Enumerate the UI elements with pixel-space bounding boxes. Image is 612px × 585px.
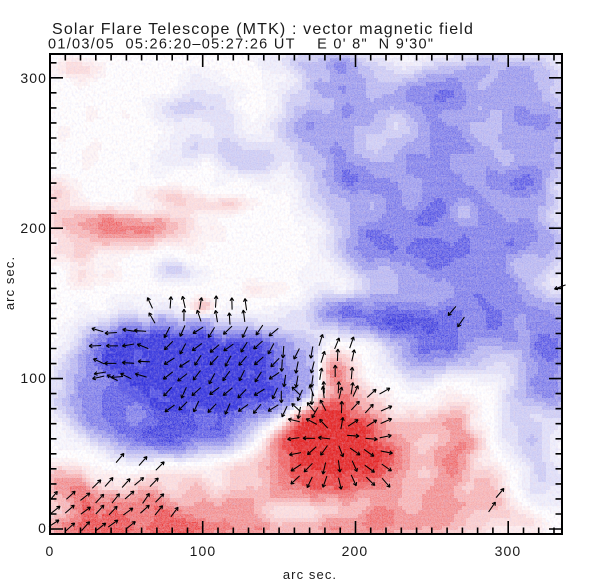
svg-text:200: 200	[342, 543, 369, 559]
svg-text:100: 100	[20, 370, 47, 386]
svg-text:01/03/05 05:26:20–05:27:26 UT: 01/03/05 05:26:20–05:27:26 UT E 0' 8" N …	[48, 37, 434, 53]
svg-text:Solar Flare Telescope (MTK) :: Solar Flare Telescope (MTK) : vector mag…	[52, 21, 474, 38]
svg-text:300: 300	[495, 543, 522, 559]
svg-text:100: 100	[190, 543, 217, 559]
svg-text:0: 0	[46, 543, 55, 559]
svg-text:200: 200	[20, 220, 47, 236]
svg-text:300: 300	[20, 70, 47, 86]
svg-text:arc sec.: arc sec.	[283, 567, 337, 582]
svg-text:arc sec.: arc sec.	[2, 256, 17, 310]
svg-text:0: 0	[38, 520, 47, 536]
